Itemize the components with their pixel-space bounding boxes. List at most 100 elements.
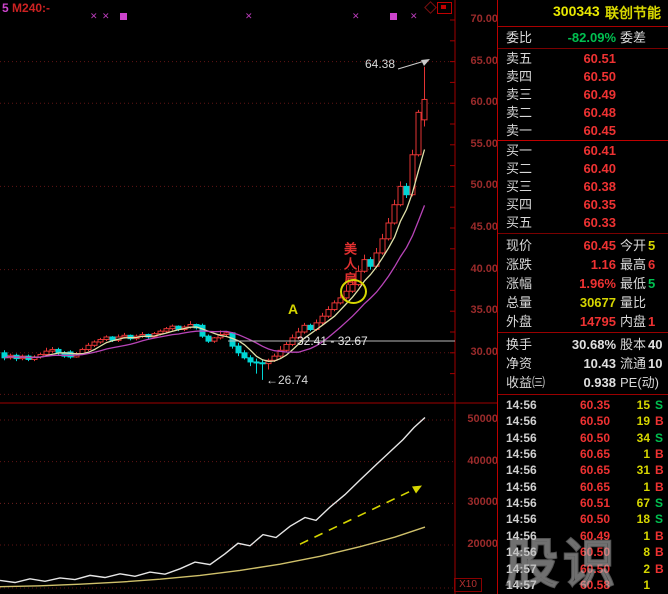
candle-body [325,309,332,317]
tick-row: 14:56 60.51 67 S [498,495,668,511]
panel-divider [498,48,668,49]
kline-chart-area[interactable]: 5 M240:- ✕ ✕ ✕ ✕ ✕ 64.38 32.41 - 32.67 ←26.7… [0,0,498,594]
bid-price: 60.38 [583,179,616,194]
info-label: 总量 [506,295,533,310]
kline-chart-canvas[interactable] [0,0,497,594]
info-label-2: 内盘 [620,314,647,329]
candle-body [301,324,308,333]
ask-price: 60.48 [583,105,616,120]
candle-body [421,98,428,121]
tick-price: 60.35 [579,398,610,412]
tick-row: 14:56 60.65 1 B [498,479,668,495]
tick-side: S [655,398,664,412]
ask-row-5[interactable]: 卖五 60.51 [498,50,668,67]
candle-body [205,335,212,342]
fund-value: 0.938 [583,375,616,390]
ask-row-2[interactable]: 卖二 60.48 [498,104,668,121]
white-line [0,416,426,584]
candle-body [379,238,386,254]
price-axis-label: 35.00 [470,304,498,317]
candle-body [121,334,128,338]
tick-time: 14:56 [506,414,537,429]
tick-price: 60.65 [579,479,610,494]
ask-label: 卖四 [506,69,533,84]
weibi-value: -82.09% [567,30,616,45]
candle-body [211,337,218,342]
volume-scale-toggle[interactable]: X10 [454,578,482,592]
bid-row-4[interactable]: 买四 60.35 [498,196,668,213]
tick-time: 14:56 [506,463,537,478]
ask-label: 卖二 [506,105,533,120]
candle-body [103,336,110,340]
info-label: 涨跌 [506,257,533,272]
tick-volume: 34 [636,430,650,445]
candle-body [397,185,404,206]
peak-price-annotation: 64.38 [365,57,396,71]
panel-divider [498,233,668,234]
candle-body [265,359,272,365]
tick-price: 60.49 [579,528,610,543]
tick-price: 60.58 [579,577,610,592]
price-axis-label: 50.00 [470,179,498,192]
marker-a-annotation: A [288,301,299,317]
candle-body [295,331,302,339]
stock-name[interactable]: 联创节能 [605,5,661,21]
tick-side: B [655,479,664,494]
ma-slow-line [4,205,426,359]
tick-side: B [655,528,664,543]
weibi-row: 委比 -82.09% 委差 [498,29,668,46]
bid-row-2[interactable]: 买二 60.40 [498,160,668,177]
bid-row-3[interactable]: 买三 60.38 [498,178,668,195]
tick-side: B [655,463,664,478]
tick-side: B [655,447,664,462]
tick-side: S [655,512,664,527]
tick-side: S [655,430,664,445]
candle-body [241,352,248,359]
weicha-label: 委差 [620,30,647,45]
candle-body [259,362,266,365]
bid-row-5[interactable]: 买五 60.33 [498,214,668,231]
tick-row: 14:56 60.50 8 B [498,544,668,560]
candle-body [85,344,92,350]
info-value: 14795 [579,314,616,329]
pattern-circle-highlight [340,279,367,304]
tick-volume: 2 [643,561,650,576]
tick-volume: 15 [636,398,650,412]
fund-value: 30.68% [571,337,616,352]
tick-time: 14:56 [506,545,537,560]
info-value-2: 5 [648,276,656,291]
volume-axis-label: 50000 [467,413,498,425]
signal-marker-icon: ✕ [410,11,418,21]
candle-body [277,349,284,357]
price-axis-label: 55.00 [470,137,498,150]
ask-price: 60.49 [583,87,616,102]
chart-window-icon[interactable] [437,2,452,14]
candle-body [319,315,326,324]
tick-side: B [655,545,664,560]
ask-row-3[interactable]: 卖三 60.49 [498,86,668,103]
candle-body [157,330,164,335]
tick-time: 14:57 [506,577,537,592]
tick-time: 14:56 [506,512,537,527]
candle-body [331,302,338,311]
bid-row-1[interactable]: 买一 60.41 [498,142,668,159]
tick-volume: 1 [643,577,650,592]
range-annotation: 32.41 - 32.67 [297,334,368,348]
tick-volume: 67 [636,496,650,511]
candle-body [97,338,104,343]
fund-value-2: 10 [648,356,663,371]
quote-panel: 300343 联创节能 委比 -82.09% 委差 卖五 60.51 卖四 60.50 卖三 6… [497,0,668,594]
candle-body [409,154,416,196]
candle-body [307,324,314,331]
bid-price: 60.41 [583,143,616,158]
indicator-label: 5 M240:- [2,1,51,15]
info-value-2: 5 [648,238,656,253]
ask-row-4[interactable]: 卖四 60.50 [498,68,668,85]
ask-label: 卖一 [506,123,533,138]
bid-label: 买二 [506,161,533,176]
ask-row-1[interactable]: 卖一 60.45 [498,122,668,139]
ask-price: 60.51 [583,51,616,66]
signal-marker-icon: ✕ [352,11,360,21]
candle-body [403,185,410,196]
